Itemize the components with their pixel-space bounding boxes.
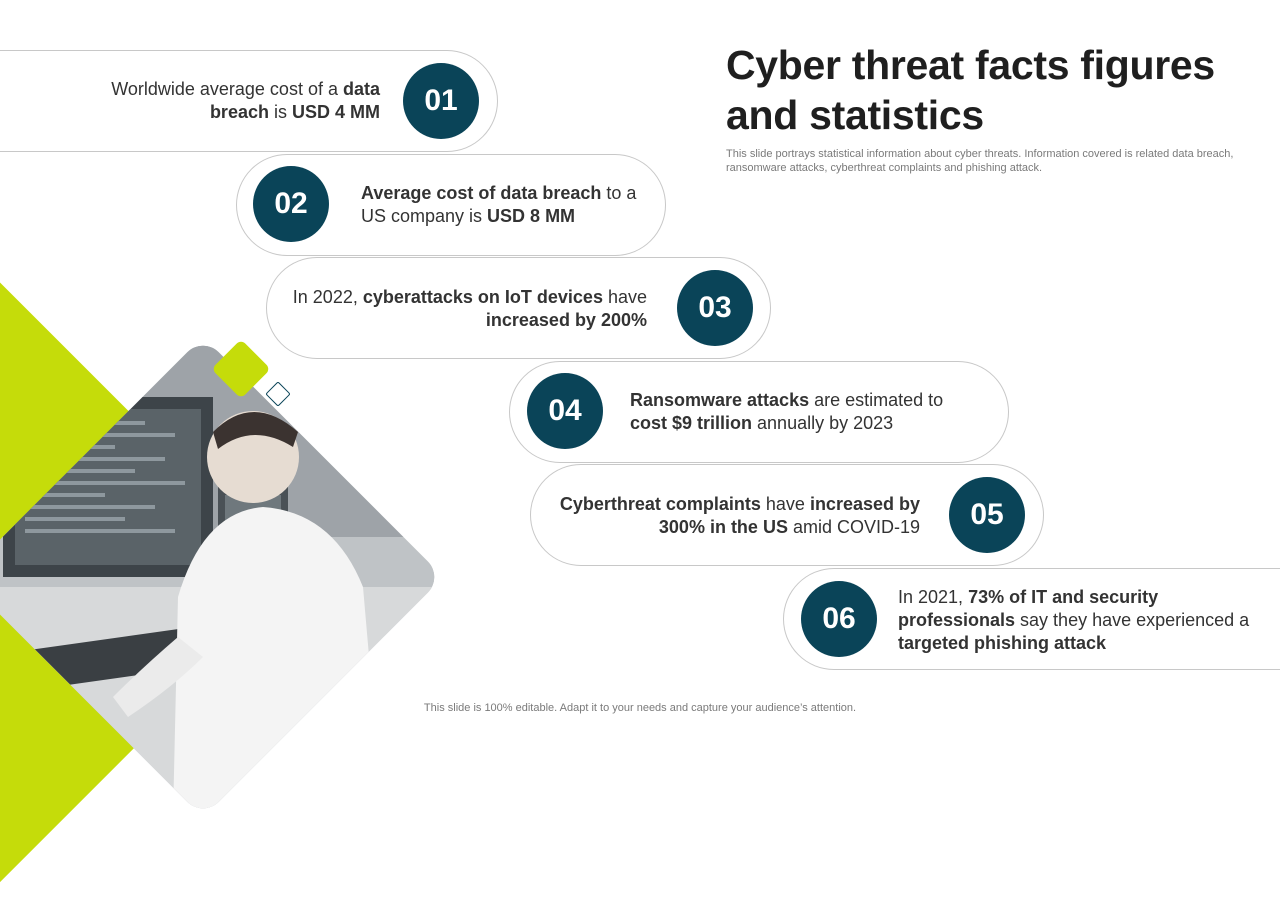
footer-note: This slide is 100% editable. Adapt it to… <box>423 702 857 714</box>
fact-number-05: 05 <box>949 477 1025 553</box>
page-subtitle: This slide portrays statistical informat… <box>726 148 1234 174</box>
fact-text-03: In 2022, cyberattacks on IoT devices hav… <box>292 287 647 330</box>
fact-text-02: Average cost of data breach to a US comp… <box>361 183 637 226</box>
fact-text-04: Ransomware attacks are estimated to cost… <box>630 390 944 433</box>
fact-number-01: 01 <box>403 63 479 139</box>
page-title: Cyber threat facts figures and statistic… <box>726 42 1215 138</box>
fact-text-05: Cyberthreat complaints have increased by… <box>559 494 920 537</box>
fact-text-01: Worldwide average cost of a data breach … <box>111 79 380 122</box>
fact-number-03: 03 <box>677 270 753 346</box>
fact-number-04: 04 <box>527 373 603 449</box>
fact-number-02: 02 <box>253 166 329 242</box>
fact-text-06: In 2021, 73% of IT and security professi… <box>898 587 1250 653</box>
fact-number-06: 06 <box>801 581 877 657</box>
